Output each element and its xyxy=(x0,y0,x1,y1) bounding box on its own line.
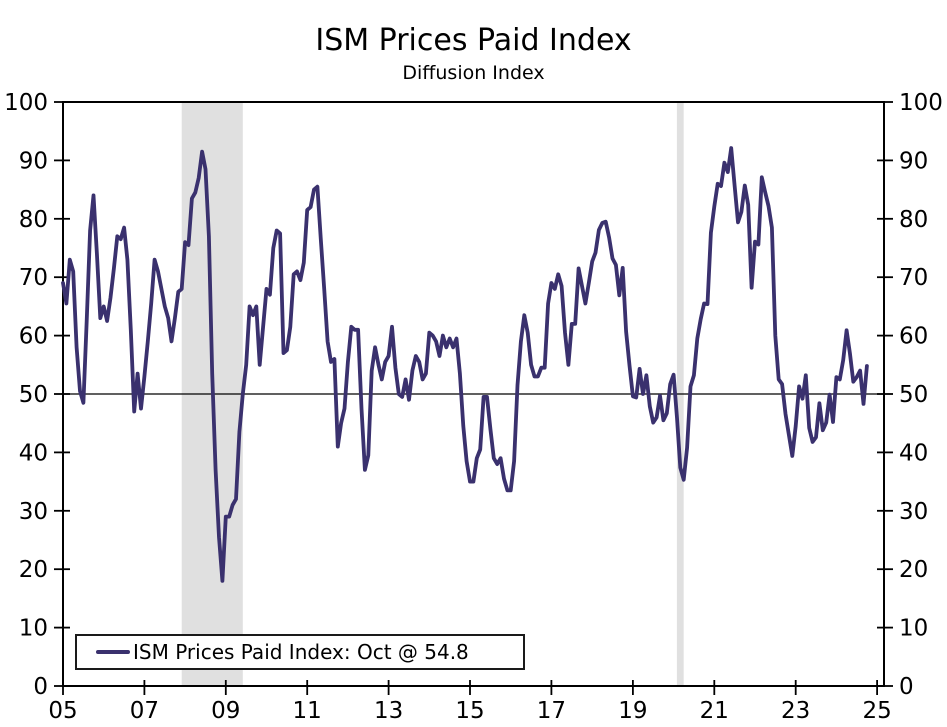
y-axis-tick-label-left: 10 xyxy=(19,616,48,642)
y-axis-tick-label-left: 100 xyxy=(4,90,48,116)
x-axis-tick-label: 09 xyxy=(211,698,240,724)
y-axis-tick-label-left: 30 xyxy=(19,499,48,525)
y-axis-tick-label-right: 100 xyxy=(899,90,943,116)
legend-label: ISM Prices Paid Index: Oct @ 54.8 xyxy=(133,640,469,664)
y-axis-tick-label-left: 20 xyxy=(19,557,48,583)
x-axis-tick-label: 21 xyxy=(700,698,729,724)
y-axis-tick-label-right: 20 xyxy=(899,557,928,583)
x-axis-tick-label: 11 xyxy=(293,698,322,724)
x-axis-tick-label: 25 xyxy=(862,698,891,724)
series-line xyxy=(61,146,869,583)
x-axis-tick-label: 23 xyxy=(781,698,810,724)
y-axis-tick-label-right: 70 xyxy=(899,265,928,291)
y-axis-tick-label-right: 40 xyxy=(899,440,928,466)
y-axis-tick-label-right: 80 xyxy=(899,207,928,233)
page-title: ISM Prices Paid Index xyxy=(315,23,632,58)
x-axis-tick-label: 05 xyxy=(48,698,77,724)
x-axis-tick-label: 19 xyxy=(618,698,647,724)
y-axis-tick-label-left: 50 xyxy=(19,382,48,408)
y-axis-tick-label-left: 0 xyxy=(33,674,48,700)
y-axis-tick-label-left: 80 xyxy=(19,207,48,233)
y-axis-tick-label-left: 70 xyxy=(19,265,48,291)
y-axis-tick-label-right: 0 xyxy=(899,674,914,700)
legend-box: ISM Prices Paid Index: Oct @ 54.8 xyxy=(75,634,525,670)
y-axis-tick-label-left: 60 xyxy=(19,324,48,350)
x-axis-tick-label: 15 xyxy=(455,698,484,724)
chart-subtitle: Diffusion Index xyxy=(402,62,545,84)
y-axis-tick-label-right: 60 xyxy=(899,324,928,350)
x-axis-tick-label: 13 xyxy=(374,698,403,724)
y-axis-tick-label-left: 90 xyxy=(19,148,48,174)
plot-border xyxy=(62,101,885,687)
y-axis-tick-label-left: 40 xyxy=(19,440,48,466)
y-axis-tick-label-right: 50 xyxy=(899,382,928,408)
y-axis-tick-label-right: 90 xyxy=(899,148,928,174)
y-axis-tick-label-right: 10 xyxy=(899,616,928,642)
legend-line-marker xyxy=(96,650,130,654)
x-axis-tick-label: 17 xyxy=(537,698,566,724)
y-axis-tick-label-right: 30 xyxy=(899,499,928,525)
x-axis-tick-label: 07 xyxy=(130,698,159,724)
